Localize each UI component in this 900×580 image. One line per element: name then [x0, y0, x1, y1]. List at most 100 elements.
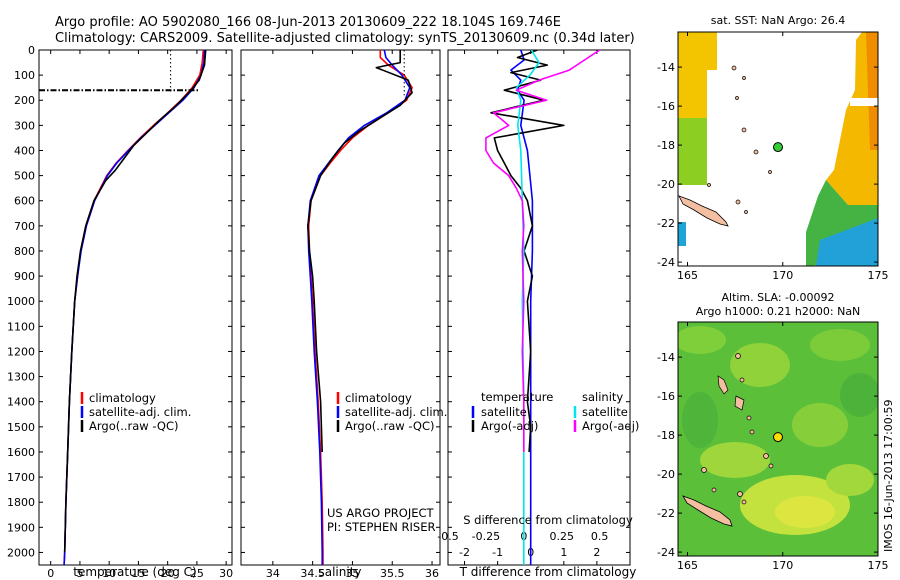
series-line — [485, 50, 601, 452]
island-dot — [735, 96, 739, 100]
figure-title-line1: Argo profile: AO 5902080_166 08-Jun-2013… — [55, 15, 561, 30]
island-dot — [768, 463, 774, 469]
salinity-panel: 34 34.5 35 35.5 36 salinity climatology sate… — [240, 49, 447, 580]
difference-x-ticks: -2 -1 0 1 2-0.5 -0.25 0 0.25 0.5 — [437, 49, 630, 565]
y-tick-label: -14 — [657, 351, 675, 364]
y-tick-label: 100 — [14, 69, 35, 82]
sla-map-title-line2: Argo h1000: 0.21 h2000: NaN — [696, 305, 861, 318]
sla-patch — [792, 403, 848, 447]
sst-map-frame — [677, 31, 879, 267]
y-tick-label: -20 — [657, 468, 675, 481]
y-tick-label: 1800 — [7, 496, 35, 509]
island-dot — [735, 353, 741, 359]
y-tick-label: -22 — [657, 217, 675, 230]
y-tick-label: -16 — [657, 390, 675, 403]
difference-xlabel: T difference from climatology — [459, 565, 637, 579]
sst-map: sat. SST: NaN Argo: 26.4 165 170 175 -14 -16… — [657, 14, 888, 282]
y-tick-label: 1500 — [7, 421, 35, 434]
salinity-axes-frame — [240, 49, 441, 566]
x-tick-label: 10 — [102, 567, 116, 580]
island-dot — [746, 415, 752, 421]
x-tick-label: 25 — [190, 567, 204, 580]
island-dot — [739, 377, 745, 383]
y-tick-label: 800 — [14, 245, 35, 258]
x-tick-label: 15 — [131, 567, 145, 580]
float-marker — [773, 432, 783, 443]
y-tick-label: -18 — [657, 139, 675, 152]
y-tick-label: -24 — [657, 256, 675, 269]
difference-xlabel-top: S difference from climatology — [463, 513, 633, 527]
difference-legend: temperature satellite Argo(-adj) salinit… — [471, 390, 639, 433]
x-tick-label: 175 — [868, 269, 889, 282]
salinity-lines — [307, 50, 413, 565]
y-tick-label: 500 — [14, 170, 35, 183]
x-tick-label-T: 1 — [560, 546, 567, 559]
sla-patch — [700, 442, 770, 478]
y-tick-label: -14 — [657, 61, 675, 74]
salinity-y-ticks — [241, 49, 440, 553]
x-tick-label-S: -0.25 — [472, 530, 500, 543]
island-dot — [741, 127, 747, 133]
sst-southeast-blue — [816, 218, 878, 266]
vanuatu-island — [717, 375, 729, 395]
y-tick-label: -22 — [657, 507, 675, 520]
series-line — [490, 50, 565, 453]
y-tick-label: 700 — [14, 220, 35, 233]
new-caledonia-land — [678, 195, 729, 227]
sst-map-ticks: 165 170 175 -14 -16 -18 -20 -22 -24 — [657, 32, 889, 282]
temperature-y-ticks: 0 100 200 300 400 500 600 700 800 900 1000 1100 1200… — [7, 44, 232, 559]
sla-patch — [678, 326, 726, 354]
salinity-xlabel: salinity — [318, 565, 361, 579]
x-tick-label: 35 — [345, 567, 359, 580]
sst-east-warm-band — [826, 32, 878, 205]
series-line — [63, 50, 207, 553]
sst-green-west-block — [678, 118, 707, 185]
temperature-x-ticks: 0 5 10 15 20 25 30 — [47, 50, 233, 580]
island-dot — [701, 467, 707, 473]
legend-sal-argo-label: Argo(-adj) — [582, 419, 639, 433]
sst-southwest-blue — [678, 222, 686, 246]
sst-map-title: sat. SST: NaN Argo: 26.4 — [711, 14, 845, 27]
y-tick-label: 1300 — [7, 371, 35, 384]
x-tick-label: 0 — [47, 567, 54, 580]
sla-patch — [826, 464, 874, 496]
legend-sal-satellite-label: satellite — [582, 405, 628, 419]
x-tick-label: 36 — [425, 567, 439, 580]
y-tick-label: 900 — [14, 270, 35, 283]
x-tick-label: 34 — [266, 567, 280, 580]
legend-temp-argo-label: Argo(-adj) — [481, 419, 538, 433]
x-tick-label-S: -0.5 — [437, 530, 458, 543]
difference-lines — [485, 50, 601, 565]
island-dot — [731, 65, 737, 71]
legend-temperature-header: temperature — [481, 390, 553, 404]
y-tick-label: 1900 — [7, 521, 35, 534]
y-tick-label: 1200 — [7, 345, 35, 358]
island-dot — [749, 429, 755, 435]
new-caledonia-land — [682, 495, 733, 527]
y-tick-label: -16 — [657, 100, 675, 113]
island-dot — [737, 491, 743, 497]
x-tick-label-S: 0.25 — [550, 530, 575, 543]
temperature-panel: 0100200300400500600700800900100011001200… — [7, 44, 233, 580]
y-tick-label: 300 — [14, 119, 35, 132]
sla-map-image — [678, 322, 878, 556]
x-tick-label-T: -2 — [459, 546, 470, 559]
sla-patch — [775, 496, 835, 528]
difference-axes-frame — [447, 49, 631, 566]
y-tick-label: 1000 — [7, 295, 35, 308]
sla-map-frame — [677, 321, 879, 557]
x-tick-label: 20 — [161, 567, 175, 580]
island-dot — [711, 487, 717, 493]
sla-dark-patch — [840, 373, 878, 417]
sst-white-gap — [850, 98, 878, 106]
x-tick-label-T: -1 — [492, 546, 503, 559]
y-tick-label: 1700 — [7, 471, 35, 484]
temperature-xlabel: temperature (deg C) — [73, 565, 196, 579]
sla-dark-patch — [682, 392, 718, 448]
x-tick-label: 5 — [76, 567, 83, 580]
sla-map-ticks: 165 170 175 -14 -16 -18 -20 -22 -24 — [657, 322, 889, 572]
salinity-legend: climatology satellite-adj. clim. Argo(..… — [336, 391, 447, 433]
temperature-lines — [39, 50, 207, 565]
island-dot — [741, 499, 747, 505]
x-tick-label: 35.5 — [380, 567, 405, 580]
